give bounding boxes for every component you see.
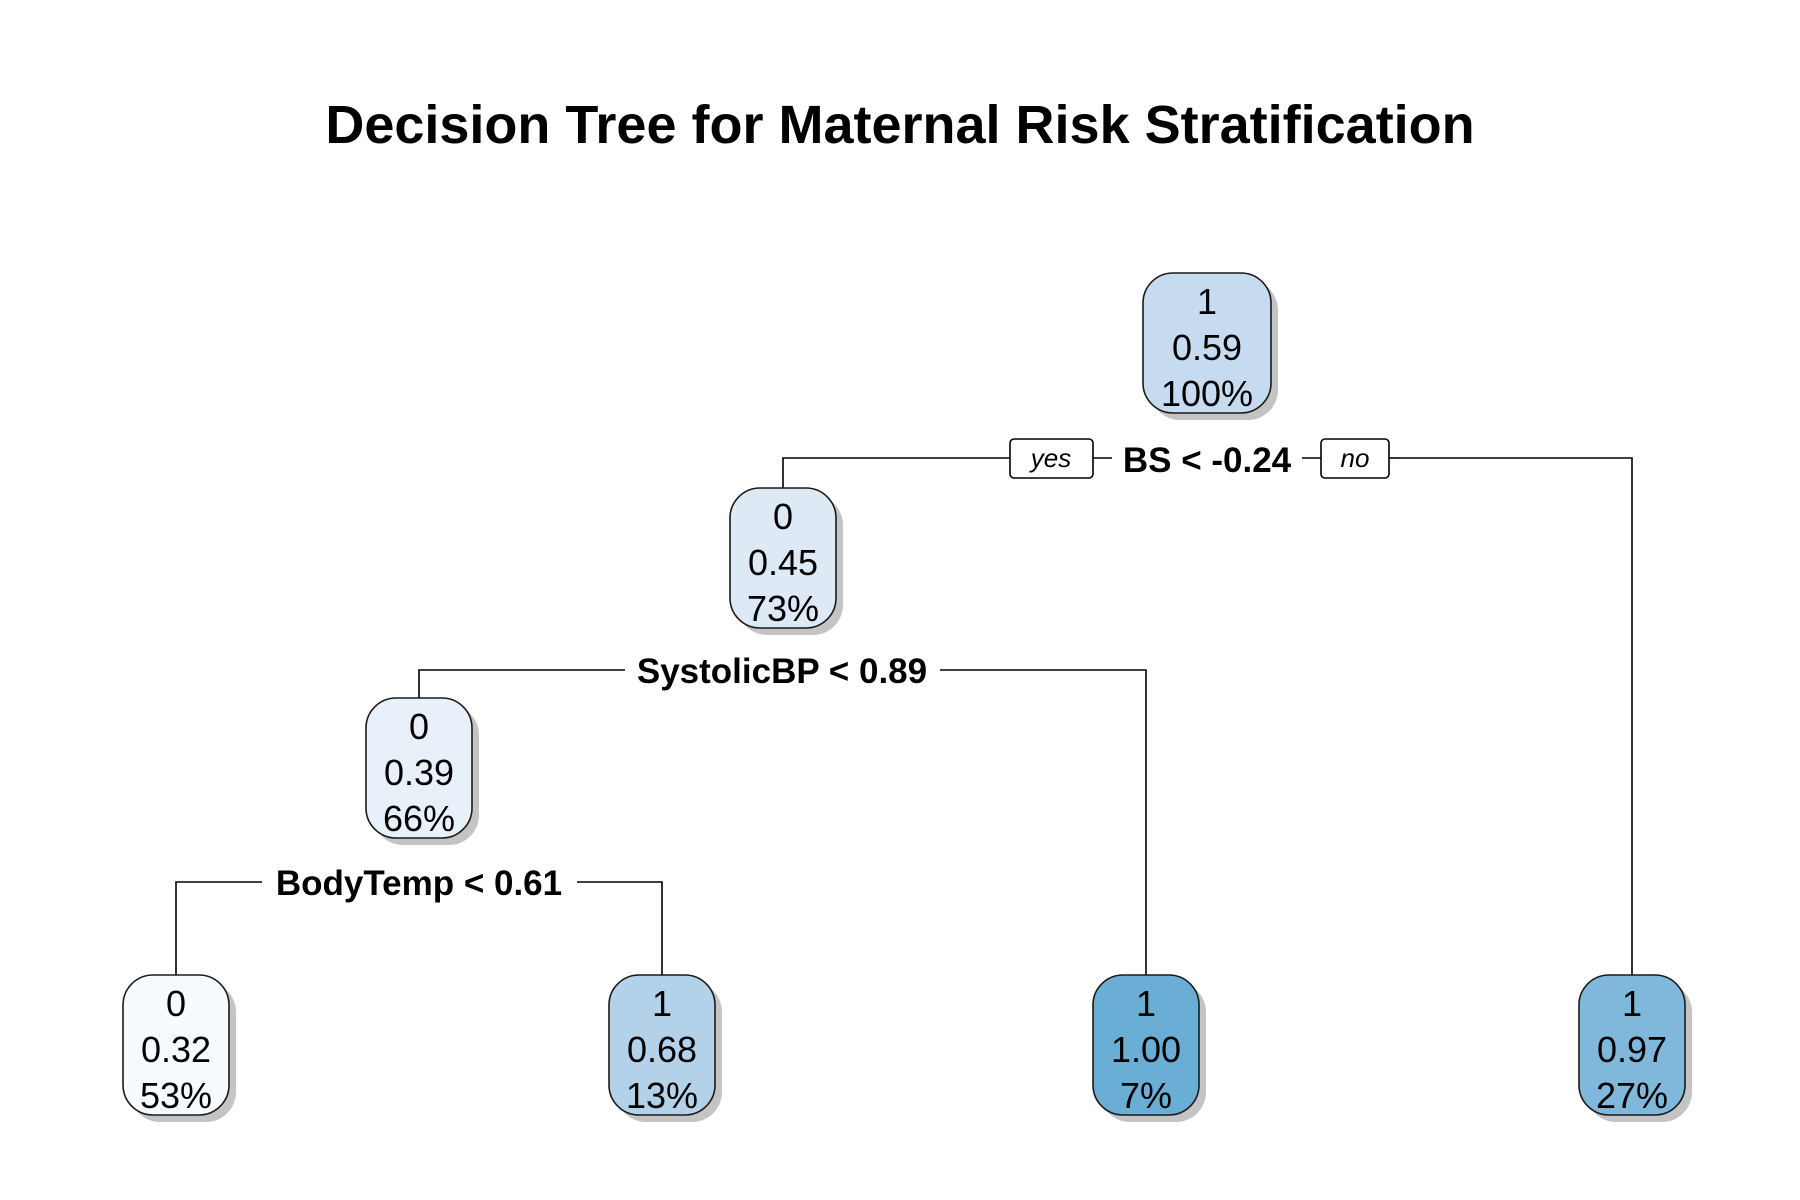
node-probability: 0.97 xyxy=(1597,1029,1667,1070)
diagram-title: Decision Tree for Maternal Risk Stratifi… xyxy=(325,95,1474,155)
node-percentage: 66% xyxy=(383,798,455,839)
node-box xyxy=(1092,974,1200,1116)
branch-n2-no xyxy=(940,669,1147,975)
tree-node-root: 1 0.59 100% xyxy=(1142,272,1278,420)
edge-label-yes-text: yes xyxy=(1029,443,1071,473)
node-probability: 1.00 xyxy=(1111,1029,1181,1070)
node-percentage: 53% xyxy=(140,1075,212,1116)
edge-label-no-text: no xyxy=(1341,443,1370,473)
branch-root-yes xyxy=(782,457,1010,488)
node-class-label: 1 xyxy=(652,983,672,1024)
node-box xyxy=(1142,272,1272,414)
node-class-label: 0 xyxy=(409,706,429,747)
tree-node-leaf3: 1 0.97 27% xyxy=(1578,974,1692,1122)
node-percentage: 7% xyxy=(1120,1075,1172,1116)
branch-n4-no xyxy=(577,881,663,975)
node-probability: 0.45 xyxy=(748,542,818,583)
node-percentage: 13% xyxy=(626,1075,698,1116)
branch-n2-yes xyxy=(418,669,625,698)
node-percentage: 73% xyxy=(747,588,819,629)
tree-node-n2: 0 0.45 73% xyxy=(729,487,843,635)
split-label-bodytemp: BodyTemp < 0.61 xyxy=(276,864,562,903)
node-percentage: 100% xyxy=(1161,373,1253,414)
edge-label-yes: yes xyxy=(1009,438,1112,479)
branch-n4-yes xyxy=(175,881,262,975)
node-box xyxy=(365,697,473,839)
node-class-label: 1 xyxy=(1136,983,1156,1024)
split-label-systolicbp: SystolicBP < 0.89 xyxy=(637,652,927,691)
node-class-label: 0 xyxy=(773,496,793,537)
node-probability: 0.39 xyxy=(384,752,454,793)
tree-node-n4: 0 0.39 66% xyxy=(365,697,479,845)
node-box xyxy=(1578,974,1686,1116)
tree-node-leaf8: 0 0.32 53% xyxy=(122,974,236,1122)
node-probability: 0.32 xyxy=(141,1029,211,1070)
node-class-label: 1 xyxy=(1622,983,1642,1024)
node-box xyxy=(729,487,837,629)
edge-label-no: no xyxy=(1302,438,1400,479)
node-box xyxy=(608,974,716,1116)
tree-nodes: 1 0.59 100% 0 0.45 73% 0 0.39 66% 0 0.32 53% 1 0.68 13… xyxy=(122,272,1692,1122)
split-label-bs: BS < -0.24 xyxy=(1123,441,1292,480)
node-class-label: 0 xyxy=(166,983,186,1024)
tree-node-leaf9: 1 0.68 13% xyxy=(608,974,722,1122)
node-box xyxy=(122,974,230,1116)
node-percentage: 27% xyxy=(1596,1075,1668,1116)
tree-branches xyxy=(175,457,1633,975)
node-probability: 0.68 xyxy=(627,1029,697,1070)
tree-node-leaf5: 1 1.00 7% xyxy=(1092,974,1206,1122)
node-class-label: 1 xyxy=(1197,281,1217,322)
branch-root-no xyxy=(1400,457,1633,975)
node-probability: 0.59 xyxy=(1172,327,1242,368)
